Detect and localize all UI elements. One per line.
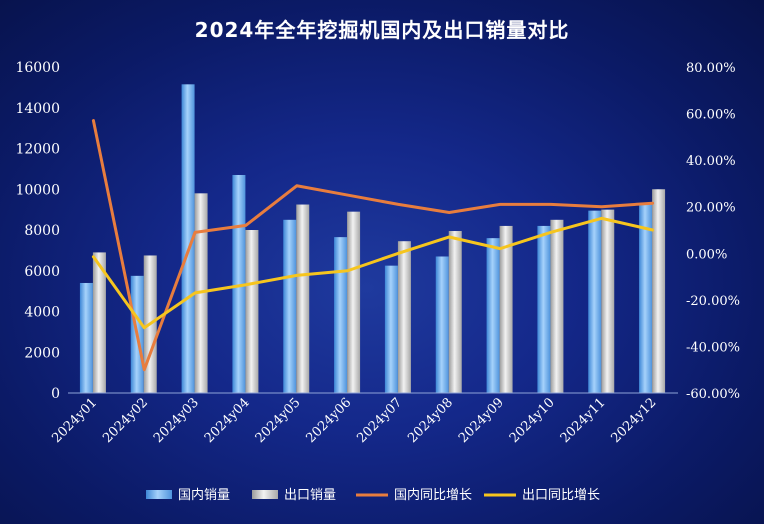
legend-label-export-yoy: 出口同比增长 xyxy=(522,488,600,503)
bar-domestic xyxy=(334,237,348,393)
x-tick-label: 2024y01 xyxy=(49,395,100,446)
legend-label-export: 出口销量 xyxy=(284,488,336,503)
bar-domestic xyxy=(384,265,398,393)
x-tick-label: 2024y07 xyxy=(354,395,405,446)
bar-export xyxy=(499,225,513,393)
y-left-tick-label: 6000 xyxy=(24,264,60,280)
bar-domestic xyxy=(588,210,602,393)
y-left-tick-label: 10000 xyxy=(15,182,60,198)
y-left-tick-label: 14000 xyxy=(15,101,60,117)
bar-domestic xyxy=(486,238,500,393)
bar-domestic xyxy=(435,256,449,393)
bar-export xyxy=(448,231,462,393)
bar-export xyxy=(397,241,411,393)
x-tick-label: 2024y12 xyxy=(609,395,660,446)
bar-domestic xyxy=(537,225,551,393)
legend-swatch-domestic xyxy=(146,490,172,499)
x-tick-label: 2024y08 xyxy=(405,395,456,446)
y-left-tick-label: 16000 xyxy=(15,60,60,76)
x-tick-label: 2024y10 xyxy=(507,395,558,446)
legend-label-domestic: 国内销量 xyxy=(178,487,230,503)
x-tick-label: 2024y04 xyxy=(202,395,253,446)
y-left-tick-label: 4000 xyxy=(24,305,60,321)
y-right-tick-label: 40.00% xyxy=(686,154,736,169)
y-left-tick-label: 8000 xyxy=(24,223,60,239)
legend-swatch-export xyxy=(252,490,278,499)
x-tick-label: 2024y02 xyxy=(100,395,151,446)
bar-export xyxy=(601,209,615,393)
x-tick-label: 2024y11 xyxy=(558,395,609,446)
y-left-tick-label: 2000 xyxy=(24,345,60,361)
y-right-tick-label: 80.00% xyxy=(686,61,736,76)
bar-export xyxy=(550,219,564,393)
y-right-tick-label: -40.00% xyxy=(686,340,740,355)
x-tick-label: 2024y05 xyxy=(253,395,304,446)
chart-title: 2024年全年挖掘机国内及出口销量对比 xyxy=(194,18,570,42)
x-tick-label: 2024y09 xyxy=(456,395,507,446)
y-left-tick-label: 0 xyxy=(51,386,60,402)
y-left-tick-label: 12000 xyxy=(15,142,60,158)
y-right-tick-label: 20.00% xyxy=(686,201,736,216)
bar-domestic xyxy=(232,174,246,393)
bar-export xyxy=(652,189,666,393)
y-right-tick-label: 60.00% xyxy=(686,108,736,123)
bar-export xyxy=(92,252,106,393)
bar-domestic xyxy=(79,282,93,393)
y-right-tick-label: -20.00% xyxy=(686,294,740,309)
line-export-yoy xyxy=(91,216,655,330)
bar-export xyxy=(347,211,361,393)
bar-domestic xyxy=(639,203,653,393)
y-right-tick-label: -60.00% xyxy=(686,387,740,402)
bar-domestic xyxy=(181,84,195,393)
x-tick-label: 2024y06 xyxy=(304,395,355,446)
y-right-tick-label: 0.00% xyxy=(686,247,727,262)
bar-export xyxy=(296,204,310,393)
bar-domestic xyxy=(283,219,297,393)
line-domestic-yoy xyxy=(91,119,655,372)
bar-export xyxy=(245,230,259,393)
legend-label-domestic-yoy: 国内同比增长 xyxy=(394,487,472,503)
x-tick-label: 2024y03 xyxy=(151,395,202,446)
